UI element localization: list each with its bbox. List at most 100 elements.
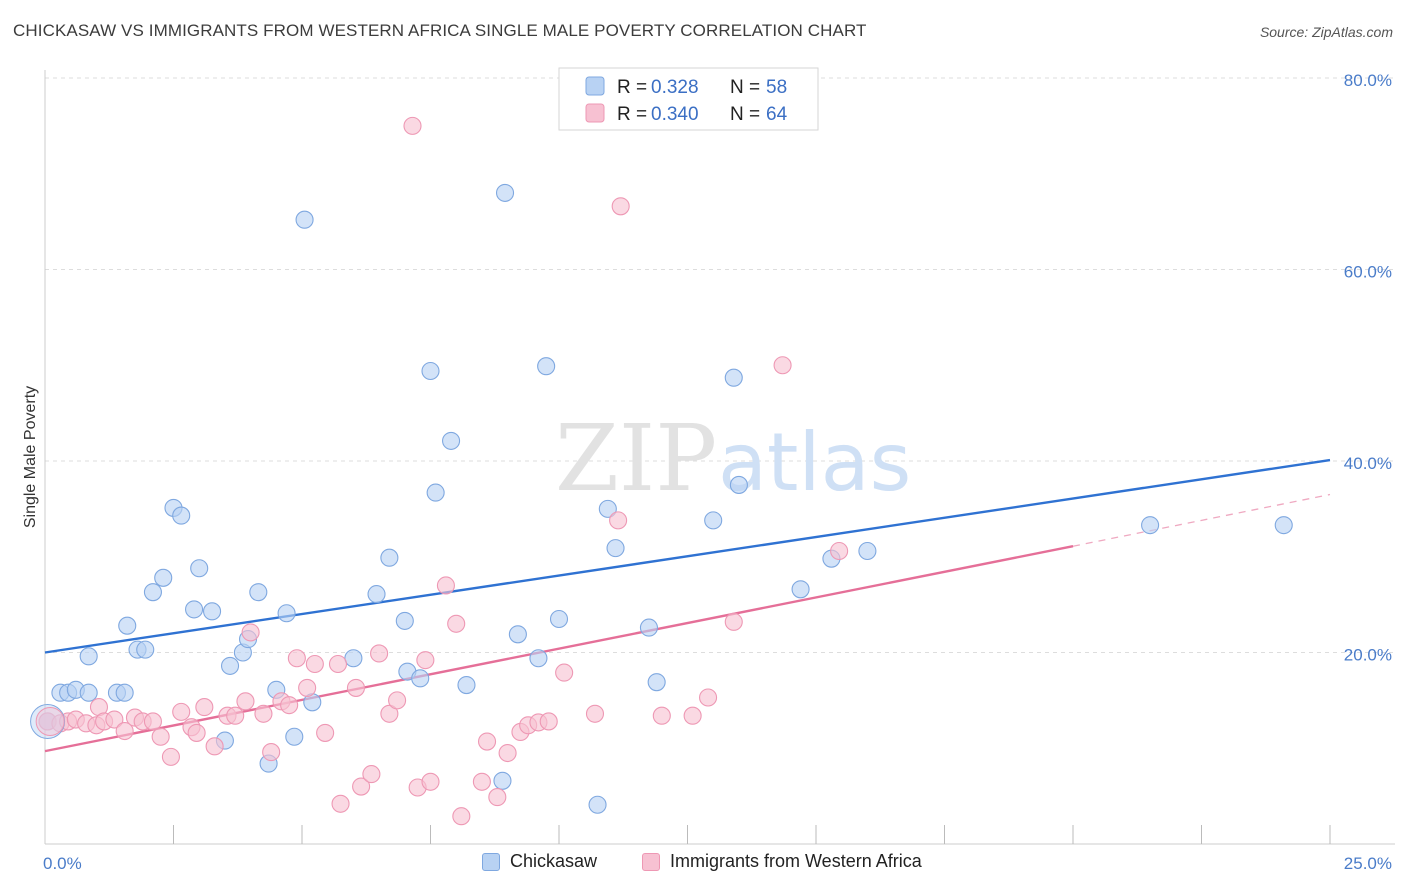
point-chickasaw (136, 640, 155, 659)
point-immigrants-western-africa (416, 651, 435, 670)
point-chickasaw (295, 210, 314, 229)
chickasaw-swatch (482, 852, 500, 871)
point-chickasaw (79, 647, 98, 666)
point-immigrants-western-africa (699, 688, 718, 707)
point-chickasaw (639, 618, 659, 637)
point-immigrants-western-africa (388, 691, 407, 710)
legend: R = 0.328 N = 58 R = 0.340 N = 64 (558, 67, 819, 131)
point-chickasaw (529, 649, 548, 668)
legend-n-label: N = (730, 104, 760, 125)
point-chickasaw (154, 568, 173, 587)
point-chickasaw (367, 585, 386, 604)
point-immigrants-western-africa (436, 576, 455, 595)
point-immigrants-western-africa (161, 747, 180, 766)
legend-swatch-chickasaw (585, 76, 605, 96)
point-immigrants-western-africa (609, 511, 628, 530)
point-immigrants-western-africa (187, 723, 206, 742)
point-immigrants-western-africa (488, 788, 507, 807)
point-chickasaw (493, 771, 512, 790)
point-chickasaw (411, 669, 430, 688)
legend-swatch-immigrants-western-africa (585, 103, 605, 123)
y-axis-label: Single Male Poverty (22, 386, 39, 528)
point-immigrants-western-africa (254, 704, 273, 723)
legend-item-chickasaw: Chickasaw (482, 851, 597, 872)
point-chickasaw (395, 611, 414, 630)
data-points (30, 116, 1293, 826)
point-chickasaw (724, 368, 743, 387)
legend-r-value: 0.340 (651, 104, 699, 125)
point-immigrants-western-africa (151, 727, 170, 746)
point-chickasaw (79, 683, 98, 702)
point-immigrants-western-africa (226, 706, 245, 725)
point-chickasaw (344, 649, 363, 668)
y-tick-label: 80.0% (1344, 71, 1392, 90)
point-chickasaw (118, 616, 137, 635)
point-immigrants-western-africa (498, 743, 517, 763)
point-immigrants-western-africa (585, 704, 605, 723)
watermark-zip: ZIP (555, 405, 717, 512)
point-chickasaw (285, 727, 304, 746)
point-immigrants-western-africa (305, 654, 324, 674)
point-immigrants-western-africa (316, 723, 335, 742)
legend-r-label: R = (617, 104, 647, 125)
point-chickasaw (380, 548, 399, 567)
trend-lines (44, 458, 1331, 753)
immigrants-swatch (642, 852, 660, 871)
point-chickasaw (249, 583, 268, 602)
grid-lines (45, 77, 1395, 653)
point-immigrants-western-africa (539, 712, 558, 731)
point-chickasaw (421, 361, 440, 381)
point-immigrants-western-africa (262, 743, 281, 762)
trend-line-immigrants-western-africa (44, 545, 1074, 753)
point-immigrants-western-africa (830, 541, 849, 561)
chart-source: Source: ZipAtlas.com (1259, 24, 1393, 40)
point-immigrants-western-africa (611, 197, 630, 216)
point-chickasaw (1274, 516, 1293, 535)
point-immigrants-western-africa (652, 706, 671, 725)
point-immigrants-western-africa (298, 678, 317, 697)
point-chickasaw (858, 541, 877, 561)
legend-n-value: 64 (766, 104, 788, 125)
legend-label-chickasaw: Chickasaw (510, 851, 598, 871)
point-immigrants-western-africa (115, 721, 134, 741)
point-chickasaw (143, 583, 162, 602)
point-immigrants-western-africa (172, 702, 191, 721)
watermark-atlas: atlas (718, 416, 911, 509)
watermark: ZIP atlas (555, 405, 911, 512)
point-chickasaw (588, 795, 607, 814)
point-immigrants-western-africa (370, 644, 389, 663)
point-chickasaw (606, 539, 625, 558)
point-immigrants-western-africa (287, 649, 306, 668)
point-chickasaw (277, 604, 296, 623)
legend-item-immigrants-western-africa: Immigrants from Western Africa (642, 851, 922, 872)
point-immigrants-western-africa (362, 765, 381, 784)
point-chickasaw (203, 602, 222, 621)
y-tick-label: 60.0% (1344, 263, 1392, 282)
trend-line-chickasaw (44, 458, 1331, 654)
point-immigrants-western-africa (724, 612, 743, 631)
point-chickasaw (598, 499, 617, 518)
point-chickasaw (537, 357, 556, 376)
point-chickasaw (220, 656, 240, 675)
point-chickasaw (791, 580, 810, 599)
point-immigrants-western-africa (205, 737, 224, 756)
tick-labels: 20.0% 40.0% 60.0% 80.0% 0.0% 25.0% (43, 71, 1392, 873)
point-immigrants-western-africa (555, 663, 574, 682)
point-immigrants-western-africa (241, 623, 260, 642)
point-cluster-immigrants-western-africa (35, 706, 65, 736)
point-immigrants-western-africa (472, 772, 491, 791)
point-immigrants-western-africa (143, 712, 162, 731)
point-immigrants-western-africa (683, 706, 702, 725)
x-tick-label-min: 0.0% (43, 854, 82, 873)
point-chickasaw (495, 183, 515, 202)
trend-extension-immigrants-western-africa (1072, 493, 1331, 547)
point-immigrants-western-africa (195, 698, 214, 717)
point-immigrants-western-africa (236, 692, 255, 711)
point-chickasaw (190, 559, 209, 578)
legend-label-immigrants-western-africa: Immigrants from Western Africa (670, 851, 922, 871)
legend-n-label: N = (730, 77, 760, 98)
point-chickasaw (185, 600, 204, 619)
point-immigrants-western-africa (105, 710, 124, 729)
point-chickasaw (172, 506, 191, 525)
point-immigrants-western-africa (328, 654, 348, 674)
